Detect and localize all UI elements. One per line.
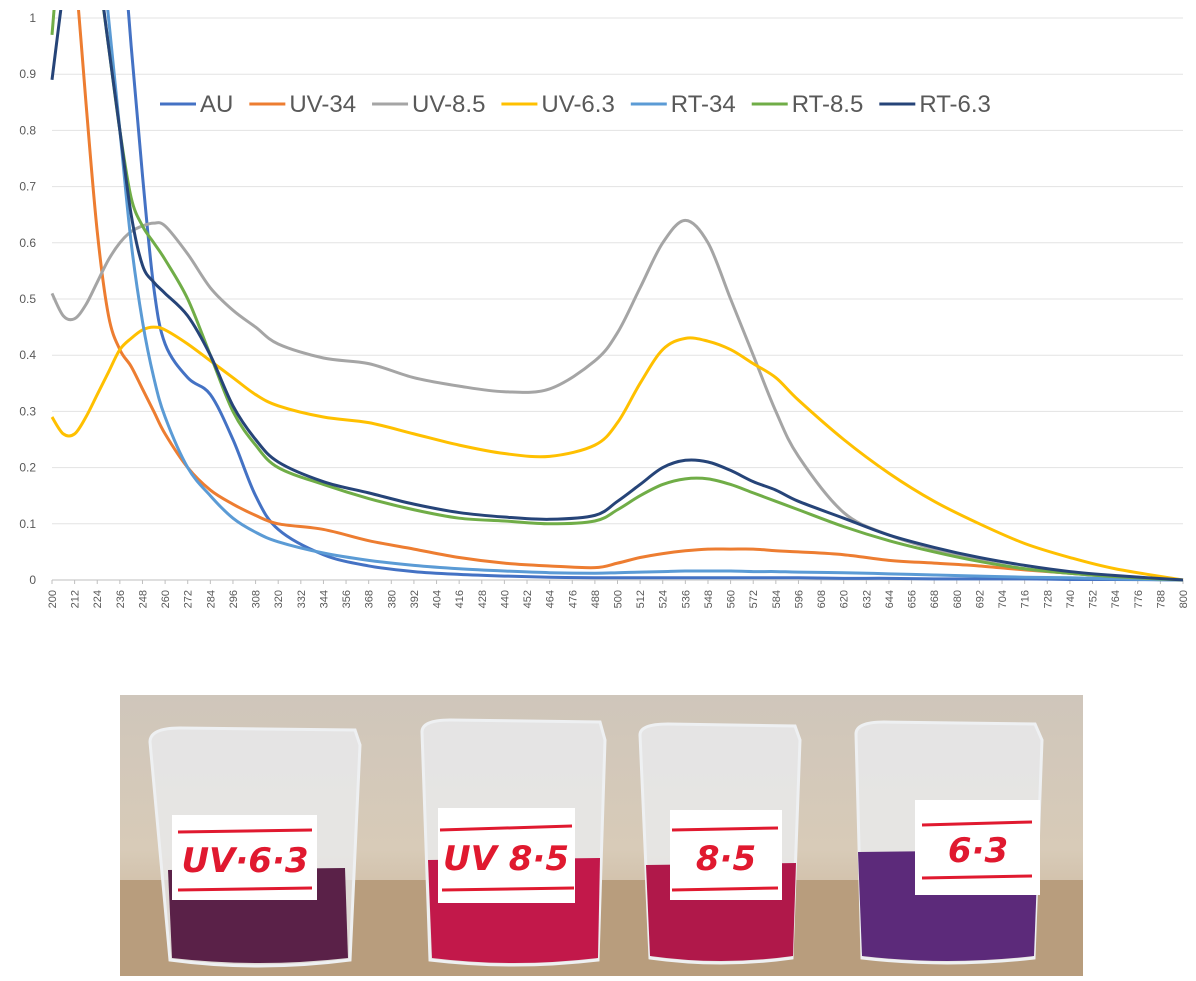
x-tick-label: 704: [997, 590, 1009, 608]
x-tick-label: 392: [409, 590, 421, 608]
y-tick-label: 0.5: [19, 292, 36, 306]
beaker-label: 8·5: [696, 839, 756, 879]
x-tick-label: 608: [816, 590, 828, 608]
series-line: [50, 10, 1184, 582]
x-tick-label: 680: [952, 590, 964, 608]
series-line: [50, 10, 1184, 582]
y-tick-label: 0.3: [19, 404, 36, 418]
x-tick-label: 428: [477, 590, 489, 608]
series-line: [126, 10, 1184, 582]
x-tick-label: 332: [296, 590, 308, 608]
y-tick-label: 0.2: [19, 461, 36, 475]
beaker: 8·5: [638, 722, 802, 965]
beaker-label: 6·3: [948, 831, 1008, 871]
x-tick-label: 728: [1042, 590, 1054, 608]
x-tick-label: 584: [771, 590, 783, 608]
beaker: UV·6·3: [148, 726, 362, 968]
x-tick-label: 416: [454, 590, 466, 608]
x-tick-label: 200: [47, 590, 59, 608]
x-tick-label: 548: [703, 590, 715, 608]
x-tick-label: 536: [680, 590, 692, 608]
x-tick-label: 344: [318, 590, 330, 608]
x-tick-label: 644: [884, 590, 896, 608]
x-tick-label: 452: [522, 590, 534, 608]
series-line: [77, 10, 1184, 582]
x-tick-label: 800: [1178, 590, 1190, 608]
x-tick-label: 524: [658, 590, 670, 608]
y-tick-label: 0.8: [19, 123, 36, 137]
x-tick-label: 740: [1065, 590, 1077, 608]
legend-label: RT-8.5: [792, 91, 864, 118]
x-tick-label: 632: [861, 590, 873, 608]
x-tick-label: 320: [273, 590, 285, 608]
legend-label: RT-34: [671, 91, 736, 118]
beaker-photo: UV·6·3 UV 8·5 8·5 6·3: [120, 695, 1083, 976]
legend-label: UV-8.5: [412, 91, 485, 118]
x-tick-label: 560: [726, 590, 738, 608]
x-tick-label: 488: [590, 590, 602, 608]
x-tick-label: 236: [115, 590, 127, 608]
y-tick-label: 1: [29, 11, 36, 25]
x-tick-label: 476: [567, 590, 579, 608]
x-tick-label: 380: [386, 590, 398, 608]
x-tick-label: 368: [364, 590, 376, 608]
x-tick-label: 296: [228, 590, 240, 608]
x-tick-label: 404: [432, 590, 444, 608]
beaker-label: UV·6·3: [181, 841, 308, 881]
legend: AU UV-34 UV-8.5 UV-6.3 RT-34 RT-8.5 RT-6.3: [160, 91, 991, 118]
x-tick-label: 356: [341, 590, 353, 608]
x-tick-label: 260: [160, 590, 172, 608]
x-tick-label: 692: [974, 590, 986, 608]
y-tick-label: 0.7: [19, 180, 36, 194]
x-tick-label: 668: [929, 590, 941, 608]
legend-label: RT-6.3: [919, 91, 991, 118]
x-tick-label: 620: [839, 590, 851, 608]
x-tick-label: 788: [1155, 590, 1167, 608]
legend-label: AU: [200, 91, 233, 118]
legend-label: UV-34: [289, 91, 356, 118]
x-tick-label: 224: [92, 590, 104, 608]
x-tick-label: 212: [70, 590, 82, 608]
series-line: [50, 325, 1184, 582]
y-tick-label: 0.1: [19, 517, 36, 531]
x-tick-label: 776: [1133, 590, 1145, 608]
y-tick-label: 0: [29, 573, 36, 587]
series-line: [50, 218, 1184, 582]
y-tick-label: 0.4: [19, 348, 36, 362]
x-tick-label: 500: [613, 590, 625, 608]
y-tick-label: 0.9: [19, 67, 36, 81]
beaker-label: UV 8·5: [443, 839, 569, 879]
x-tick-label: 248: [137, 590, 149, 608]
x-tick-label: 512: [635, 590, 647, 608]
x-tick-label: 572: [748, 590, 760, 608]
legend-label: UV-6.3: [541, 91, 614, 118]
x-tick-label: 716: [1020, 590, 1032, 608]
x-tick-label: 596: [793, 590, 805, 608]
plot-area: 0 0.1 0.2 0.3 0.4 0.5 0.6 0.7 0.8 0.9 1 200 212 224 23…: [19, 10, 1190, 608]
beaker: UV 8·5: [420, 718, 607, 967]
x-tick-label: 752: [1088, 590, 1100, 608]
beaker: 6·3: [854, 720, 1044, 965]
x-tick-label: 764: [1110, 590, 1122, 608]
series-line: [106, 10, 1184, 582]
series-lines: [50, 10, 1184, 582]
x-tick-label: 272: [183, 590, 195, 608]
x-tick-label: 464: [545, 590, 557, 608]
y-tick-label: 0.6: [19, 236, 36, 250]
x-tick-label: 308: [251, 590, 263, 608]
x-tick-label: 284: [205, 590, 217, 608]
x-tick-label: 656: [907, 590, 919, 608]
x-tick-label: 440: [499, 590, 511, 608]
